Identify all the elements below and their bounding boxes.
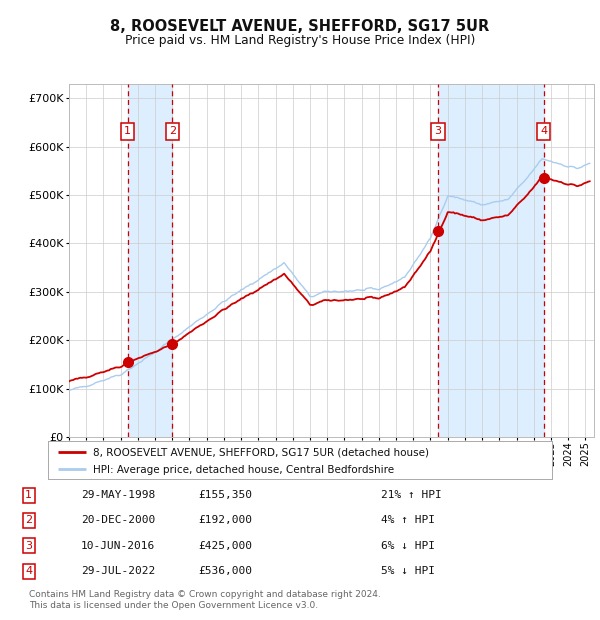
Text: £425,000: £425,000: [198, 541, 252, 551]
Text: 1: 1: [25, 490, 32, 500]
Text: 4: 4: [25, 566, 32, 577]
Bar: [128, 84, 172, 437]
Text: 21% ↑ HPI: 21% ↑ HPI: [381, 490, 442, 500]
Text: Price paid vs. HM Land Registry's House Price Index (HPI): Price paid vs. HM Land Registry's House …: [125, 34, 475, 47]
Text: 10-JUN-2016: 10-JUN-2016: [81, 541, 155, 551]
Text: 20-DEC-2000: 20-DEC-2000: [81, 515, 155, 526]
Text: 2: 2: [25, 515, 32, 526]
Text: 1: 1: [124, 126, 131, 136]
Text: £536,000: £536,000: [198, 566, 252, 577]
Text: 5% ↓ HPI: 5% ↓ HPI: [381, 566, 435, 577]
Text: 3: 3: [434, 126, 442, 136]
Text: 29-JUL-2022: 29-JUL-2022: [81, 566, 155, 577]
Text: £155,350: £155,350: [198, 490, 252, 500]
Text: 3: 3: [25, 541, 32, 551]
Text: This data is licensed under the Open Government Licence v3.0.: This data is licensed under the Open Gov…: [29, 601, 318, 611]
Text: 4: 4: [540, 126, 547, 136]
Text: Contains HM Land Registry data © Crown copyright and database right 2024.: Contains HM Land Registry data © Crown c…: [29, 590, 380, 600]
Text: 8, ROOSEVELT AVENUE, SHEFFORD, SG17 5UR: 8, ROOSEVELT AVENUE, SHEFFORD, SG17 5UR: [110, 19, 490, 33]
Text: 29-MAY-1998: 29-MAY-1998: [81, 490, 155, 500]
Text: 4% ↑ HPI: 4% ↑ HPI: [381, 515, 435, 526]
Text: 8, ROOSEVELT AVENUE, SHEFFORD, SG17 5UR (detached house): 8, ROOSEVELT AVENUE, SHEFFORD, SG17 5UR …: [94, 448, 430, 458]
Text: £192,000: £192,000: [198, 515, 252, 526]
Bar: [438, 84, 544, 437]
Text: 2: 2: [169, 126, 176, 136]
Text: 6% ↓ HPI: 6% ↓ HPI: [381, 541, 435, 551]
Text: HPI: Average price, detached house, Central Bedfordshire: HPI: Average price, detached house, Cent…: [94, 465, 394, 475]
